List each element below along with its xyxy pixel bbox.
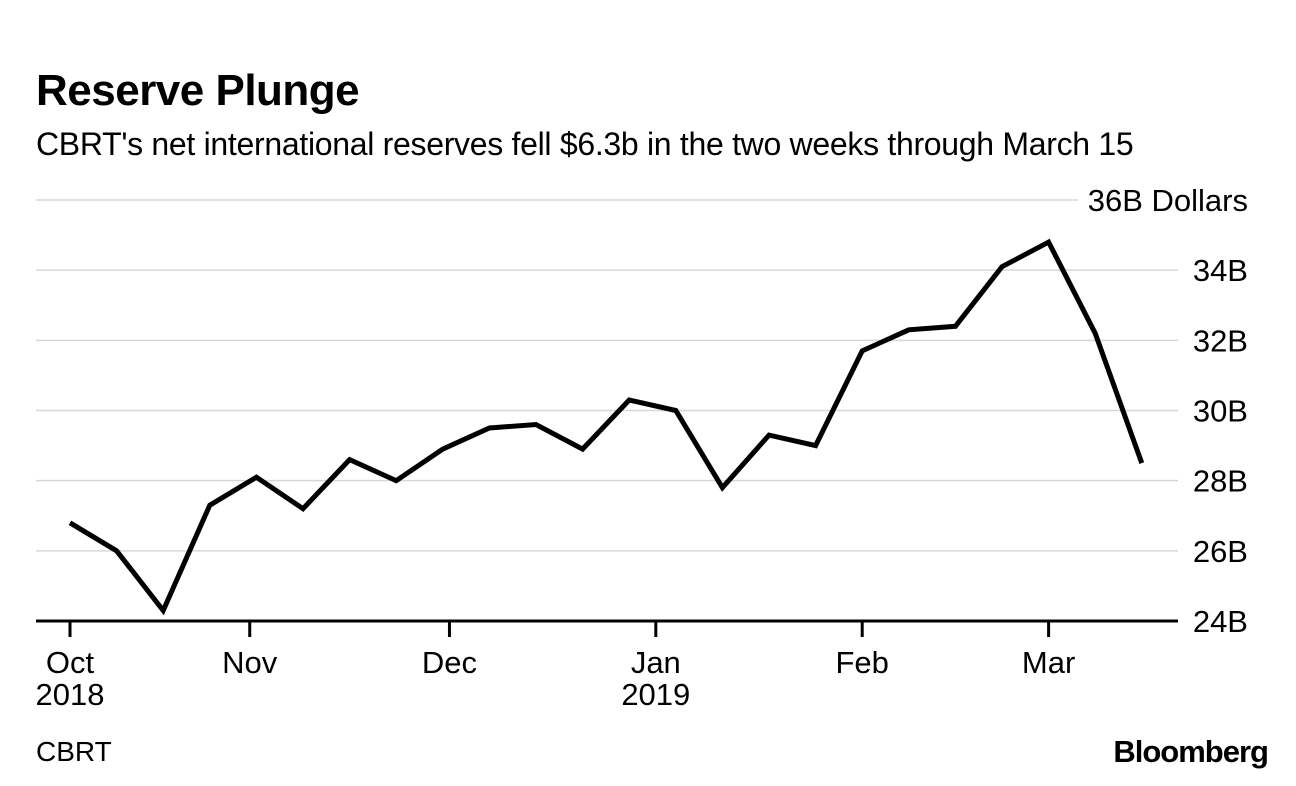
chart-subtitle: CBRT's net international reserves fell $… xyxy=(36,126,1134,162)
source-label: CBRT xyxy=(36,736,112,767)
month-label: Mar xyxy=(1022,645,1075,680)
y-axis-label: 34B xyxy=(1193,253,1248,288)
month-label: Dec xyxy=(422,645,477,680)
chart-title: Reserve Plunge xyxy=(36,66,360,116)
y-axis-label: 24B xyxy=(1193,604,1248,639)
bloomberg-logo: Bloomberg xyxy=(1113,734,1269,769)
y-axis-label: 28B xyxy=(1193,464,1248,499)
month-label: Jan xyxy=(631,645,681,680)
year-label: 2019 xyxy=(621,677,690,712)
reserves-line xyxy=(68,238,1145,616)
y-axis-label: 32B xyxy=(1193,323,1248,358)
y-axis-label: 30B xyxy=(1193,394,1248,429)
month-label: Nov xyxy=(222,645,278,680)
y-axis-label: 36B Dollars xyxy=(1088,183,1248,218)
year-label: 2018 xyxy=(36,677,105,712)
y-axis-label: 26B xyxy=(1193,534,1248,569)
month-label: Feb xyxy=(835,645,888,680)
month-label: Oct xyxy=(46,645,95,680)
